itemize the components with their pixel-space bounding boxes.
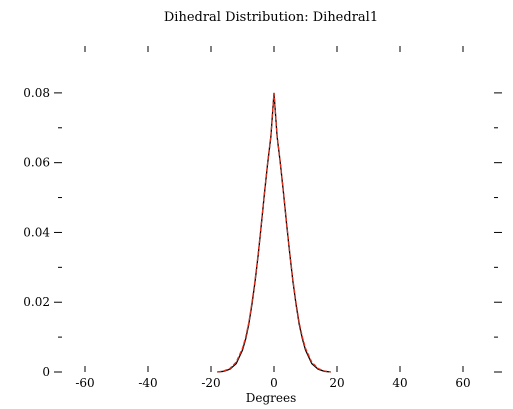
y-tick-label: 0.02 [23,295,50,309]
x-tick-label: 40 [392,376,407,390]
x-tick-label: -40 [138,376,157,390]
axes: -60 -40 -20 0 20 40 60 0 0.02 0.04 0.06 0.08 [23,46,502,390]
x-tick-label: 20 [329,376,344,390]
x-tick-label: -20 [201,376,220,390]
chart-title: Dihedral Distribution: Dihedral1 [164,10,378,25]
series-line-1 [217,92,331,373]
x-tick-label: 60 [455,376,470,390]
plot-series [217,92,331,373]
y-tick-label: 0 [42,365,50,379]
x-axis-label: Degrees [246,391,297,405]
x-tick-label: 0 [270,376,278,390]
x-tick-label: -60 [75,376,94,390]
y-tick-label: 0.04 [23,225,50,239]
y-tick-label: 0.08 [23,86,50,100]
y-tick-label: 0.06 [23,156,50,170]
series-line-2 [217,92,331,373]
